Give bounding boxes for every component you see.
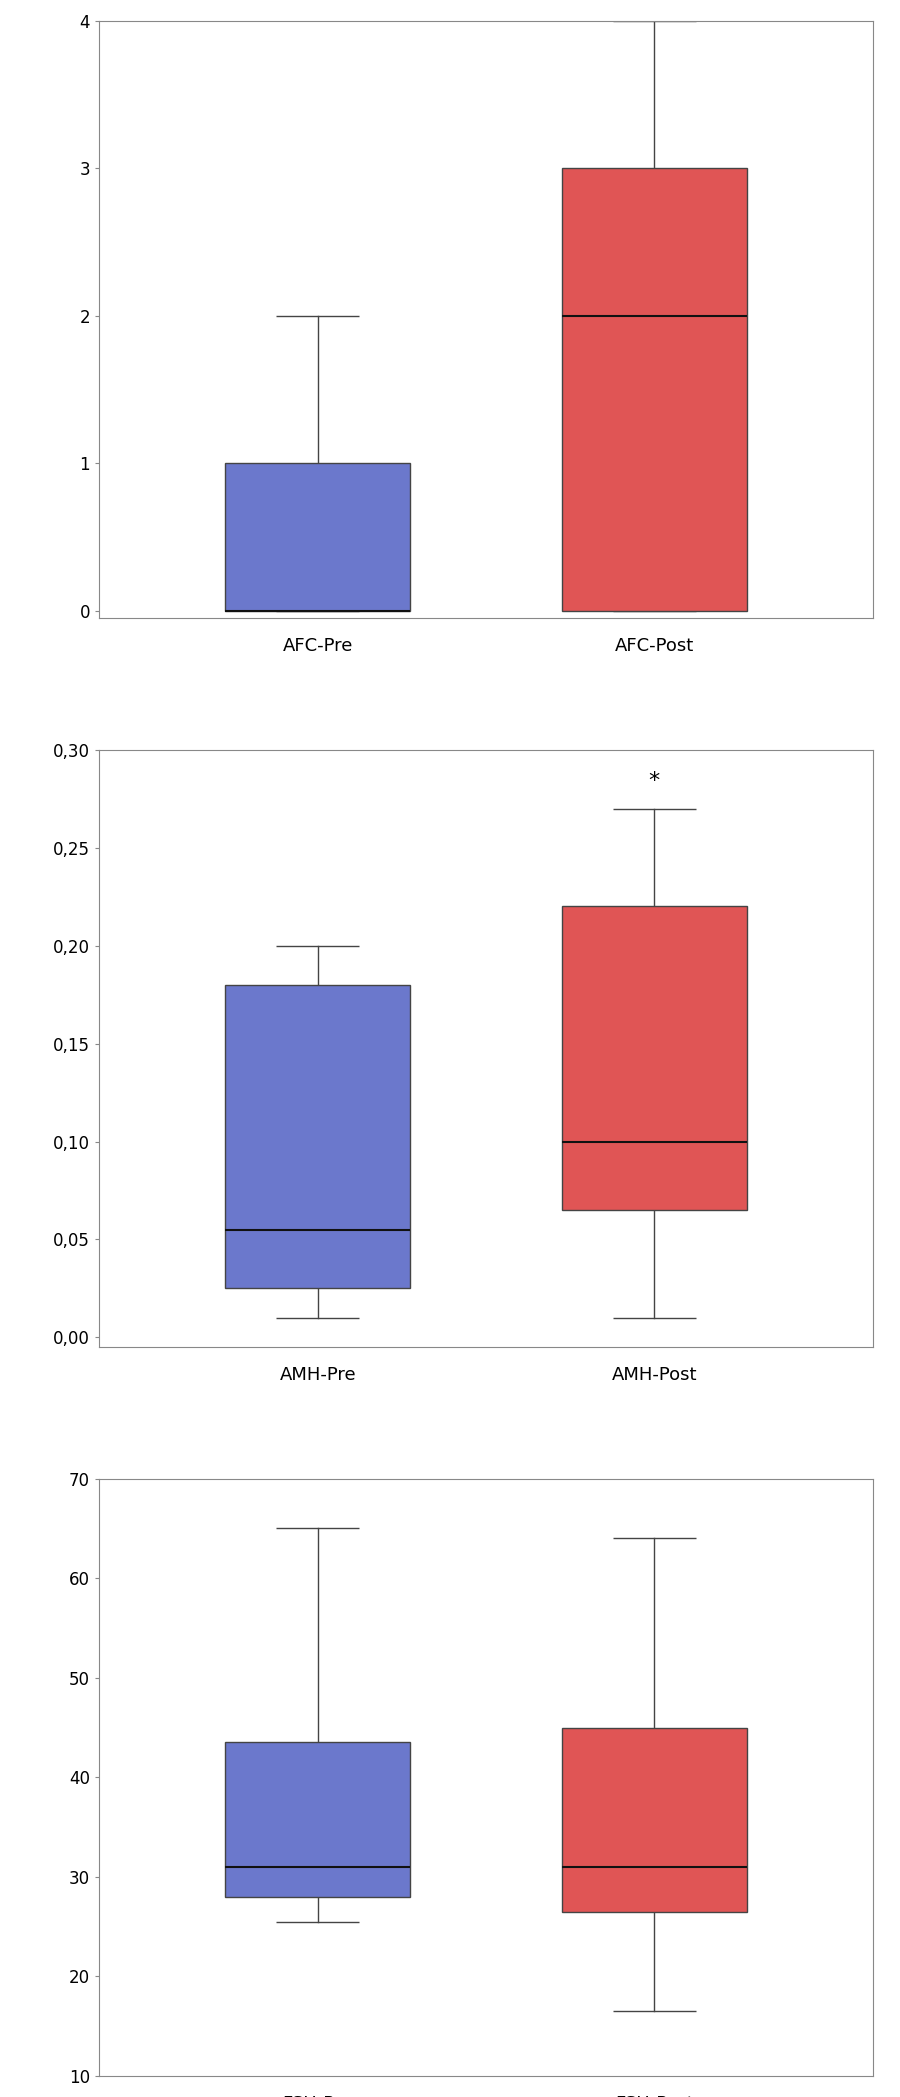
Bar bbox=[225, 463, 410, 610]
Text: *: * bbox=[649, 0, 660, 2]
Bar bbox=[225, 1743, 410, 1898]
Bar bbox=[562, 1728, 747, 1912]
Bar bbox=[225, 986, 410, 1288]
Bar bbox=[562, 168, 747, 610]
Text: *: * bbox=[649, 770, 660, 791]
Bar bbox=[562, 906, 747, 1210]
